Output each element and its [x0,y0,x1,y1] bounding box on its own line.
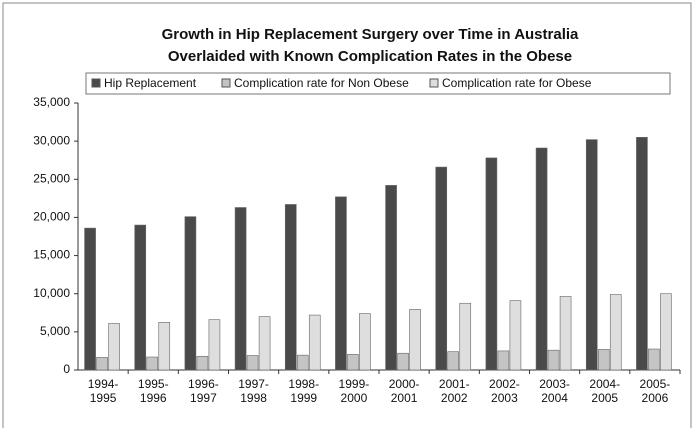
bar [196,355,209,371]
bar [447,351,460,371]
chart-title: Overlaided with Known Complication Rates… [168,48,572,65]
x-tick-label: 1998-1999 [288,377,320,405]
bar [184,216,197,371]
bar [134,224,147,371]
bar [246,355,259,371]
bar [84,227,96,371]
x-tick-label: 2004-2005 [589,377,621,405]
bar [409,309,421,371]
bar [509,300,522,371]
x-tick-label: 1999-2000 [338,377,370,405]
bar [335,196,347,371]
bar [359,313,371,371]
bar [485,157,498,371]
x-tick-label: 1995-1996 [137,377,169,405]
x-tick-label: 2000-2001 [388,377,420,405]
bar [284,204,297,371]
bar [636,137,648,371]
bar [296,354,309,371]
legend-label: Hip Replacement [104,76,197,90]
bar [648,348,660,371]
x-tick-label: 2003-2004 [539,377,570,405]
bar [385,185,397,371]
legend-box [85,72,671,95]
bar [535,147,548,371]
y-tick-label: 20,000 [33,210,70,224]
y-tick-label: 30,000 [33,133,70,147]
x-tick-label: 1996-1997 [188,377,219,405]
bar [108,323,120,371]
bar [609,294,622,371]
legend-swatch [91,78,101,88]
y-tick-label: 25,000 [33,171,70,185]
y-tick-label: 10,000 [33,286,70,300]
legend-swatch [221,78,231,88]
chart-title: Growth in Hip Replacement Surgery over T… [162,26,579,43]
bar [597,349,610,371]
bar [258,316,271,371]
bar [234,207,247,371]
bar [208,319,221,371]
legend-label: Complication rate for Non Obese [234,76,409,90]
x-tick-label: 2001-2002 [438,377,470,405]
bar [497,350,510,371]
bar [158,322,171,371]
x-tick-label: 2002-2003 [489,377,520,405]
bar [96,357,108,371]
bar [435,166,448,371]
bar [146,356,159,371]
bar [585,139,598,371]
legend-label: Complication rate for Obese [442,76,592,90]
y-tick-label: 5,000 [40,324,70,338]
x-tick-label: 2005-2006 [639,377,671,405]
bar [660,293,672,371]
x-tick-label: 1994-1995 [87,377,119,405]
bar [459,302,472,371]
x-tick-label: 1997-1998 [238,377,269,405]
bar [347,354,359,371]
y-tick-label: 15,000 [33,248,70,262]
bar [559,296,572,371]
y-tick-label: 0 [63,362,70,376]
bar [547,349,560,371]
bar [308,314,321,371]
bar [397,352,409,371]
legend-swatch [429,78,439,88]
y-tick-label: 35,000 [33,95,70,109]
